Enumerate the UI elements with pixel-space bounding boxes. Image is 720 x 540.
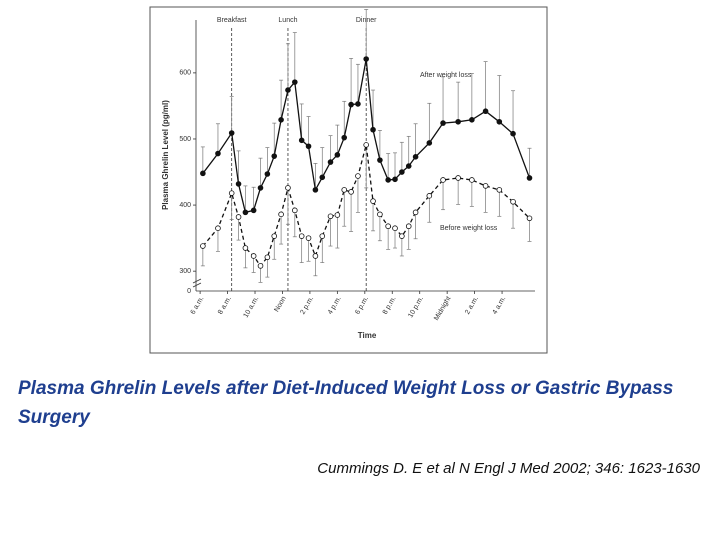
- data-point: [292, 79, 298, 85]
- data-point: [242, 209, 249, 216]
- data-point: [399, 169, 405, 175]
- data-point: [510, 198, 516, 205]
- data-point: [250, 253, 257, 259]
- data-point: [412, 154, 419, 160]
- data-point: [482, 108, 489, 115]
- data-point: [440, 177, 446, 183]
- data-point: [264, 171, 271, 177]
- data-point: [285, 87, 291, 93]
- data-point: [319, 233, 326, 239]
- data-point: [334, 152, 341, 158]
- data-point: [399, 233, 405, 239]
- data-point: [355, 101, 361, 107]
- legend-label: After weight loss: [420, 72, 472, 79]
- data-point: [440, 120, 446, 126]
- data-point: [312, 187, 319, 193]
- data-point: [370, 126, 376, 133]
- data-point: [257, 263, 264, 269]
- data-point: [363, 56, 369, 62]
- y-tick-label: 600: [179, 70, 191, 77]
- data-point: [370, 198, 376, 204]
- data-point: [469, 177, 475, 183]
- data-point: [319, 174, 326, 181]
- data-point: [412, 209, 419, 216]
- figure: Plasma Ghrelin Level (pg/ml) Time 0 300 4…: [149, 6, 548, 354]
- data-point: [327, 213, 334, 220]
- data-point: [455, 118, 461, 125]
- data-point: [292, 207, 298, 214]
- data-point: [298, 233, 305, 239]
- data-point: [298, 137, 305, 144]
- data-point: [228, 190, 235, 196]
- data-point: [348, 189, 354, 195]
- data-point: [235, 214, 242, 220]
- data-point: [305, 143, 312, 150]
- axis-break: [192, 278, 202, 288]
- data-point: [526, 175, 533, 181]
- data-point: [392, 225, 398, 232]
- data-point: [341, 187, 348, 193]
- data-point: [426, 140, 433, 146]
- data-point: [235, 181, 242, 187]
- data-point: [363, 142, 369, 148]
- data-point: [200, 243, 206, 249]
- data-point: [455, 175, 461, 181]
- y-axis-label: Plasma Ghrelin Level (pg/ml): [161, 100, 170, 210]
- data-point: [405, 163, 412, 169]
- data-point: [405, 223, 412, 230]
- x-axis-label: Time: [358, 331, 377, 340]
- data-point: [348, 101, 354, 108]
- data-point: [385, 223, 391, 230]
- meal-label: Lunch: [278, 17, 297, 24]
- data-point: [242, 245, 249, 251]
- data-point: [496, 187, 503, 193]
- data-point: [496, 118, 503, 125]
- citation: Cummings D. E et al N Engl J Med 2002; 3…: [317, 460, 700, 477]
- y-tick-label: 300: [179, 268, 191, 275]
- data-point: [278, 211, 284, 218]
- meal-label: Breakfast: [217, 17, 247, 24]
- data-point: [327, 159, 334, 165]
- figure-frame: [149, 6, 548, 354]
- data-point: [334, 212, 341, 218]
- data-point: [271, 153, 278, 159]
- data-point: [377, 211, 383, 218]
- data-point: [278, 117, 284, 123]
- data-point: [426, 193, 433, 199]
- data-point: [215, 150, 221, 157]
- data-point: [385, 177, 391, 183]
- y-tick-label: 400: [179, 202, 191, 209]
- data-point: [257, 185, 264, 191]
- data-point: [392, 176, 398, 183]
- data-point: [250, 207, 257, 214]
- data-point: [285, 185, 291, 191]
- slide-title: Plasma Ghrelin Levels after Diet-Induced…: [18, 378, 674, 428]
- y-tick-label: 500: [179, 136, 191, 143]
- data-point: [510, 130, 516, 137]
- data-point: [341, 134, 348, 141]
- data-point: [305, 235, 312, 241]
- data-point: [264, 254, 271, 261]
- data-point: [355, 173, 361, 179]
- legend-label: Before weight loss: [440, 225, 498, 232]
- data-point: [526, 215, 533, 222]
- data-point: [377, 157, 383, 163]
- data-point: [228, 130, 235, 136]
- data-point: [200, 170, 206, 177]
- data-point: [271, 233, 278, 239]
- data-point: [482, 183, 489, 189]
- data-point: [215, 225, 221, 232]
- axis-break-label: 0: [187, 288, 191, 295]
- data-point: [312, 253, 319, 259]
- data-point: [469, 117, 475, 123]
